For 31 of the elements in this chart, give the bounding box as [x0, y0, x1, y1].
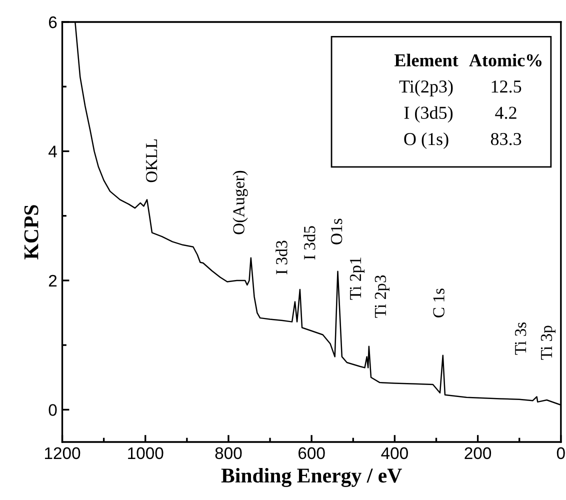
annotation: I (3d5)	[404, 106, 453, 123]
annotation: O1s	[330, 218, 342, 244]
x-tick-label: 800	[215, 447, 242, 460]
annotation: 4.2	[495, 106, 516, 119]
annotation: Ti(2p3)	[399, 80, 453, 96]
x-tick-label: 0	[556, 447, 565, 460]
annotation: 12.5	[492, 80, 522, 93]
y-tick-label: 0	[48, 404, 57, 416]
annotation: O(Auger)	[232, 170, 248, 234]
x-tick-label: 1200	[44, 447, 80, 460]
y-tick-label: 2	[48, 274, 57, 286]
x-tick-label: 200	[464, 447, 492, 460]
y-axis-title: KCPS	[24, 205, 38, 260]
annotation: Ti 3p	[540, 326, 556, 360]
annotation: Atomic%	[469, 54, 542, 66]
annotation: Element	[394, 54, 458, 66]
annotation: I 3d5	[304, 226, 316, 260]
annotation: Ti 2p1	[350, 258, 365, 300]
annotation: C 1s	[433, 288, 444, 318]
annotation: Ti 2p3	[374, 275, 390, 318]
annotation: I 3d3	[276, 240, 288, 274]
annotation: 83.3	[490, 132, 522, 146]
y-tick-label: 6	[48, 16, 57, 28]
annotation: Ti 3s	[514, 322, 526, 355]
x-axis-title: Binding Energy / eV	[221, 468, 402, 488]
annotation: O (1s)	[404, 132, 448, 149]
x-tick-label: 1000	[128, 447, 164, 460]
x-tick-label: 400	[381, 447, 408, 460]
annotation: OKLL	[146, 139, 158, 182]
y-tick-label: 4	[48, 146, 57, 158]
x-tick-label: 600	[298, 447, 325, 460]
